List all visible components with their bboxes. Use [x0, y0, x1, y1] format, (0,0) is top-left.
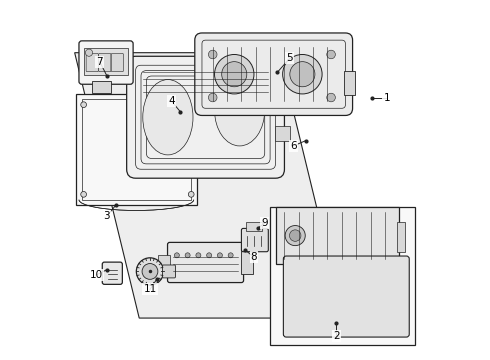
Text: 11: 11 — [144, 284, 157, 294]
Circle shape — [188, 192, 194, 197]
FancyBboxPatch shape — [242, 228, 269, 252]
FancyBboxPatch shape — [283, 256, 409, 337]
Circle shape — [228, 253, 233, 258]
Circle shape — [221, 62, 247, 87]
Circle shape — [215, 54, 254, 94]
Circle shape — [290, 62, 315, 87]
Circle shape — [283, 54, 322, 94]
Circle shape — [81, 192, 87, 197]
Polygon shape — [74, 53, 343, 318]
Circle shape — [218, 253, 222, 258]
FancyBboxPatch shape — [98, 53, 111, 72]
Circle shape — [208, 93, 217, 102]
FancyBboxPatch shape — [397, 222, 405, 252]
FancyBboxPatch shape — [276, 207, 399, 264]
Circle shape — [188, 102, 194, 108]
Circle shape — [81, 102, 87, 108]
Circle shape — [185, 253, 190, 258]
FancyBboxPatch shape — [195, 33, 353, 116]
FancyBboxPatch shape — [246, 222, 262, 231]
Text: 1: 1 — [383, 93, 390, 103]
Circle shape — [136, 258, 164, 285]
Polygon shape — [76, 94, 196, 205]
FancyBboxPatch shape — [344, 71, 355, 95]
FancyBboxPatch shape — [86, 53, 98, 72]
Text: 4: 4 — [168, 96, 175, 106]
Circle shape — [290, 230, 301, 241]
Text: 5: 5 — [287, 53, 293, 63]
FancyBboxPatch shape — [102, 262, 122, 284]
Ellipse shape — [143, 80, 193, 155]
FancyBboxPatch shape — [79, 41, 133, 84]
Text: 2: 2 — [333, 331, 340, 341]
Text: 9: 9 — [261, 218, 268, 228]
FancyBboxPatch shape — [84, 48, 128, 75]
Text: 3: 3 — [103, 211, 110, 221]
FancyBboxPatch shape — [241, 251, 253, 274]
Circle shape — [174, 253, 179, 258]
Polygon shape — [275, 126, 290, 140]
Circle shape — [285, 226, 305, 246]
Text: 7: 7 — [97, 57, 103, 67]
FancyBboxPatch shape — [92, 81, 111, 93]
FancyBboxPatch shape — [168, 242, 244, 283]
FancyBboxPatch shape — [111, 53, 123, 72]
Circle shape — [207, 253, 212, 258]
FancyBboxPatch shape — [270, 207, 416, 345]
Text: 6: 6 — [290, 141, 297, 151]
FancyBboxPatch shape — [158, 255, 171, 270]
Ellipse shape — [215, 74, 265, 146]
Circle shape — [327, 93, 335, 102]
Circle shape — [208, 50, 217, 59]
Circle shape — [85, 49, 93, 56]
Circle shape — [196, 253, 201, 258]
Text: 8: 8 — [251, 252, 257, 262]
Circle shape — [327, 50, 335, 59]
FancyBboxPatch shape — [126, 56, 285, 178]
Circle shape — [142, 264, 158, 279]
Text: 10: 10 — [90, 270, 103, 280]
FancyBboxPatch shape — [163, 265, 175, 278]
